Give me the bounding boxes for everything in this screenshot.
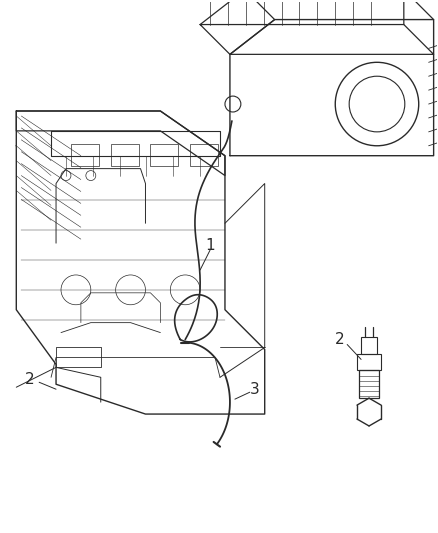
Bar: [361, 336, 377, 354]
Text: 1: 1: [205, 238, 215, 253]
Bar: [150, 144, 178, 166]
Bar: [111, 144, 138, 166]
Text: 2: 2: [25, 372, 34, 387]
Bar: [357, 354, 381, 370]
Text: 2: 2: [335, 332, 344, 347]
Text: 3: 3: [250, 382, 260, 397]
Bar: [359, 370, 379, 398]
Bar: [190, 144, 218, 166]
Bar: [71, 144, 99, 166]
